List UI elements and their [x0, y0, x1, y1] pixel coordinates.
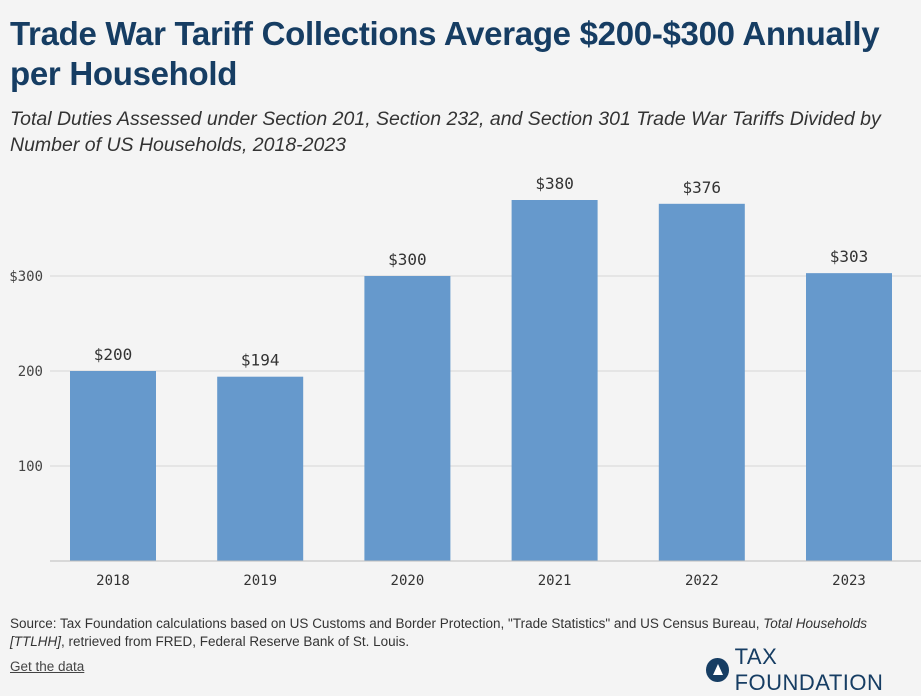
- logo-text: TAX FOUNDATION: [734, 644, 884, 695]
- source-prefix: Source: Tax Foundation calculations base…: [10, 616, 764, 631]
- bar: [511, 200, 598, 561]
- source-suffix: , retrieved from FRED, Federal Reserve B…: [61, 634, 410, 649]
- data-label: $303: [830, 247, 869, 266]
- chart-title: Trade War Tariff Collections Average $20…: [10, 15, 880, 92]
- y-tick-label: 200: [18, 364, 43, 380]
- data-label: $300: [388, 250, 427, 269]
- source-italic: Total Households [TTLHH]: [10, 616, 868, 649]
- x-tick-label: 2018: [96, 573, 130, 589]
- data-label: $200: [94, 345, 133, 364]
- y-tick-label: 100: [18, 459, 43, 475]
- bar-chart: 100 200 $300 $200 2018 $194 2019 $300 2020 $380 20…: [9, 174, 921, 589]
- x-tick-label: 2021: [538, 573, 572, 589]
- bar: [70, 371, 156, 561]
- bar: [364, 276, 451, 561]
- data-label: $194: [241, 351, 280, 370]
- x-tick-label: 2022: [685, 573, 719, 589]
- bar: [658, 203, 745, 562]
- x-tick-label: 2020: [391, 573, 425, 589]
- bar: [217, 376, 304, 561]
- chart-subtitle: Total Duties Assessed under Section 201,…: [10, 108, 881, 156]
- get-the-data-link[interactable]: Get the data: [10, 659, 85, 674]
- data-label: $380: [535, 174, 574, 193]
- x-tick-label: 2023: [832, 573, 866, 589]
- tax-foundation-logo: TAX FOUNDATION: [706, 644, 921, 695]
- data-label: $376: [683, 178, 722, 197]
- x-tick-label: 2019: [243, 573, 277, 589]
- y-tick-label: $300: [9, 269, 43, 285]
- bar: [806, 273, 892, 561]
- tax-foundation-icon: [706, 658, 729, 682]
- source-note: Source: Tax Foundation calculations base…: [10, 615, 910, 651]
